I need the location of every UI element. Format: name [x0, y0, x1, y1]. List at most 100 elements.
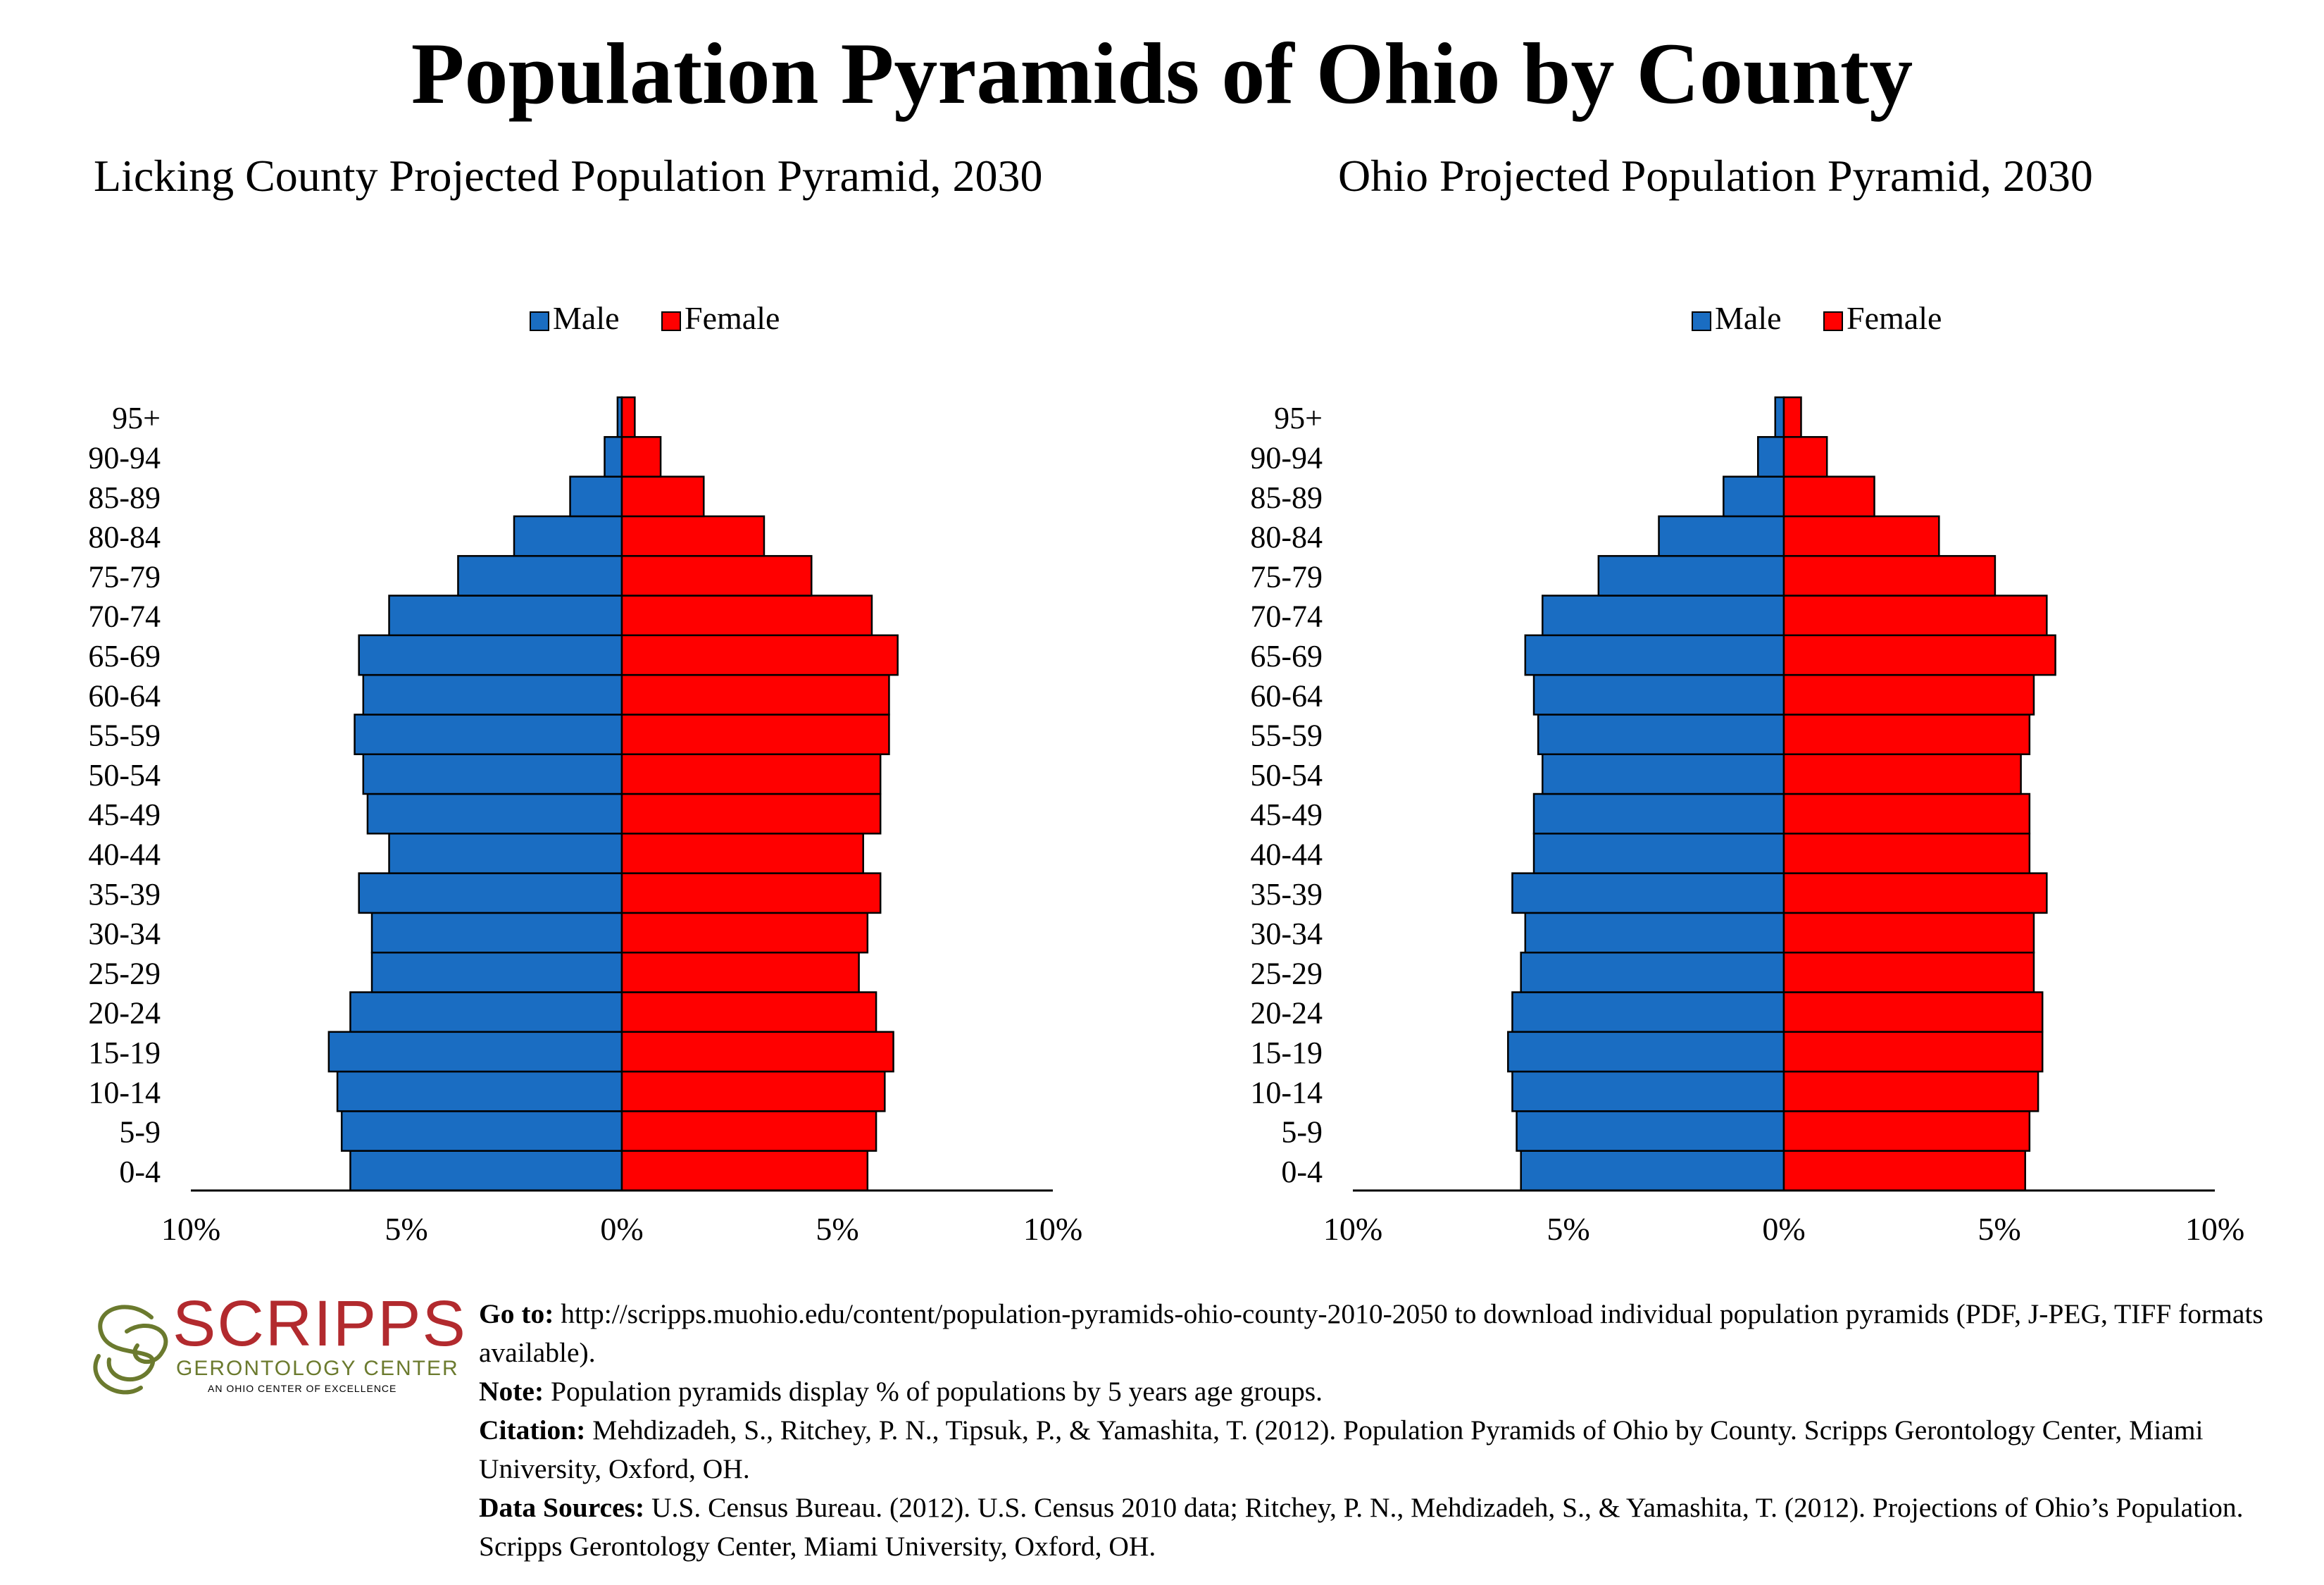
page-title: Population Pyramids of Ohio by County	[411, 25, 1913, 122]
sources-line: Data Sources: U.S. Census Bureau. (2012)…	[479, 1488, 2310, 1566]
licking-bar-male-40-44	[388, 833, 623, 874]
ohio-age-label-75-79: 75-79	[1250, 559, 1323, 594]
licking-bar-female-65-69	[620, 634, 899, 676]
licking-bar-female-5-9	[620, 1110, 877, 1152]
licking-bar-male-90-94	[604, 436, 623, 478]
ohio-bar-male-65-69	[1524, 634, 1785, 676]
sources-label: Data Sources:	[479, 1492, 645, 1523]
licking-age-label-15-19: 15-19	[88, 1036, 161, 1070]
licking-age-label-25-29: 25-29	[88, 956, 161, 990]
footer-notes: Go to: http://scripps.muohio.edu/content…	[479, 1295, 2310, 1566]
ohio-bar-male-35-39	[1511, 872, 1785, 914]
licking-age-label-85-89: 85-89	[88, 480, 161, 515]
ohio-legend-male-swatch	[1692, 311, 1711, 331]
licking-legend-female-swatch	[661, 311, 681, 331]
ohio-age-label-45-49: 45-49	[1250, 797, 1323, 832]
licking-age-label-75-79: 75-79	[88, 559, 161, 594]
ohio-age-label-40-44: 40-44	[1250, 837, 1323, 871]
licking-bar-male-35-39	[358, 872, 623, 914]
ohio-bar-male-40-44	[1532, 833, 1785, 874]
licking-age-label-45-49: 45-49	[88, 797, 161, 832]
licking-bar-female-25-29	[620, 951, 860, 993]
ohio-age-label-0-4: 0-4	[1281, 1155, 1323, 1189]
ohio-age-label-50-54: 50-54	[1250, 758, 1323, 792]
ohio-age-label-20-24: 20-24	[1250, 996, 1323, 1031]
ohio-bar-male-10-14	[1511, 1070, 1785, 1112]
licking-bar-female-50-54	[620, 753, 882, 795]
ohio-age-label-85-89: 85-89	[1250, 480, 1323, 515]
ohio-bar-female-30-34	[1782, 912, 2035, 954]
ohio-bar-female-20-24	[1782, 991, 2044, 1033]
licking-bar-female-90-94	[620, 436, 662, 478]
ohio-age-label-25-29: 25-29	[1250, 956, 1323, 990]
ohio-bar-male-75-79	[1597, 554, 1785, 597]
ohio-age-label-5-9: 5-9	[1281, 1115, 1323, 1150]
ohio-age-label-95+: 95+	[1274, 401, 1323, 435]
licking-age-label-40-44: 40-44	[88, 837, 161, 871]
licking-bar-male-5-9	[340, 1110, 623, 1152]
ohio-age-label-80-84: 80-84	[1250, 520, 1323, 554]
ohio-bar-male-85-89	[1723, 476, 1785, 518]
licking-bar-male-0-4	[349, 1150, 623, 1192]
citation-label: Citation:	[479, 1415, 586, 1446]
licking-bar-female-0-4	[620, 1150, 869, 1192]
licking-age-label-55-59: 55-59	[88, 719, 161, 753]
licking-bar-male-15-19	[327, 1031, 623, 1073]
ohio-bar-female-10-14	[1782, 1070, 2039, 1112]
licking-bar-male-10-14	[336, 1070, 623, 1112]
citation-line: Citation: Mehdizadeh, S., Ritchey, P. N.…	[479, 1411, 2310, 1488]
licking-legend-male-swatch	[530, 311, 549, 331]
ohio-bar-male-90-94	[1757, 436, 1785, 478]
ohio-bar-female-0-4	[1782, 1150, 2026, 1192]
ohio-bar-male-95+	[1774, 396, 1785, 438]
ohio-bar-female-55-59	[1782, 714, 2031, 755]
scripps-swirl-icon	[93, 1305, 168, 1395]
ohio-legend: Male Female	[1692, 300, 1942, 336]
ohio-bar-female-50-54	[1782, 753, 2022, 795]
licking-bar-female-75-79	[620, 554, 813, 597]
licking-bar-male-50-54	[362, 753, 623, 795]
goto-line: Go to: http://scripps.muohio.edu/content…	[479, 1295, 2310, 1372]
licking-age-label-5-9: 5-9	[119, 1115, 161, 1150]
ohio-bar-female-35-39	[1782, 872, 2048, 914]
ohio-bar-female-40-44	[1782, 833, 2031, 874]
goto-label: Go to:	[479, 1298, 554, 1329]
scripps-logo-name: SCRIPPS	[173, 1289, 465, 1360]
scripps-logo: SCRIPPS GERONTOLOGY CENTER AN OHIO CENTE…	[93, 1289, 465, 1395]
licking-bar-female-35-39	[620, 872, 882, 914]
ohio-x-tick-label-2: 0%	[1762, 1211, 1805, 1247]
licking-x-tick-label-2: 0%	[600, 1211, 643, 1247]
licking-bar-female-20-24	[620, 991, 877, 1033]
scripps-logo-tag: AN OHIO CENTER OF EXCELLENCE	[208, 1383, 396, 1394]
scripps-logo-sub: GERONTOLOGY CENTER	[176, 1357, 459, 1380]
ohio-bar-female-95+	[1782, 396, 1802, 438]
ohio-bar-male-15-19	[1507, 1031, 1785, 1073]
licking-bar-male-70-74	[388, 595, 623, 637]
ohio-x-tick-label-1: 5%	[1547, 1211, 1589, 1247]
licking-bar-female-80-84	[620, 515, 766, 557]
ohio-bar-female-15-19	[1782, 1031, 2044, 1073]
ohio-age-label-90-94: 90-94	[1250, 440, 1323, 475]
licking-x-tick-label-4: 10%	[1023, 1211, 1082, 1247]
licking-legend-male-label: Male	[553, 300, 620, 336]
ohio-age-label-60-64: 60-64	[1250, 678, 1323, 713]
licking-bar-male-55-59	[354, 714, 623, 755]
licking-age-label-20-24: 20-24	[88, 996, 161, 1031]
ohio-bar-male-80-84	[1658, 515, 1785, 557]
licking-bar-female-15-19	[620, 1031, 894, 1073]
licking-chart-title: Licking County Projected Population Pyra…	[94, 151, 1043, 201]
licking-legend: Male Female	[530, 300, 780, 336]
ohio-bar-male-0-4	[1520, 1150, 1785, 1192]
ohio-bar-male-45-49	[1532, 792, 1785, 835]
licking-bar-male-75-79	[457, 554, 623, 597]
ohio-bar-female-75-79	[1782, 554, 1997, 597]
ohio-bar-female-65-69	[1782, 634, 2056, 676]
licking-bar-male-30-34	[370, 912, 623, 954]
ohio-bar-male-20-24	[1511, 991, 1785, 1033]
licking-bar-female-95+	[620, 396, 636, 438]
ohio-bar-female-90-94	[1782, 436, 1828, 478]
licking-age-label-30-34: 30-34	[88, 916, 161, 951]
ohio-bar-male-70-74	[1542, 595, 1785, 637]
licking-bar-female-10-14	[620, 1070, 886, 1112]
licking-bar-female-55-59	[620, 714, 890, 755]
